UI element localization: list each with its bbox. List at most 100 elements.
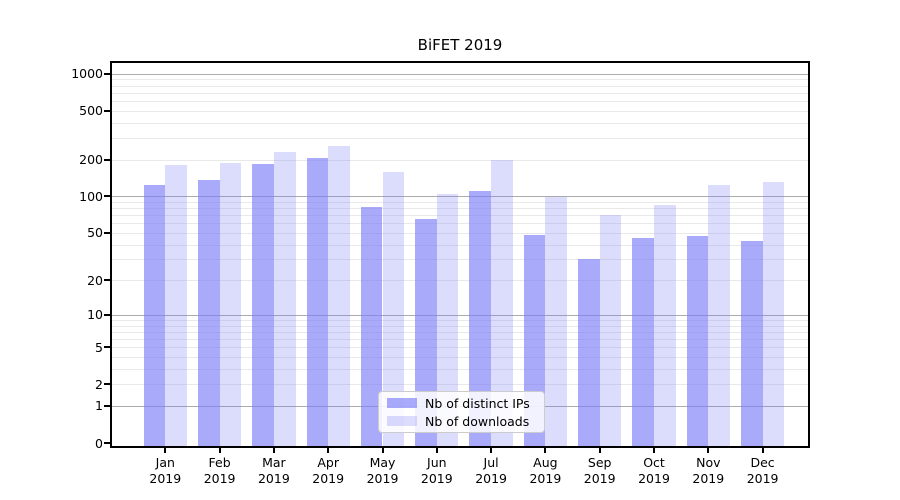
y-tick-label: 5 xyxy=(95,339,103,355)
bar-nb-of-downloads-mar xyxy=(273,151,296,446)
bar-nb-of-downloads-feb xyxy=(219,162,242,446)
legend-swatch-downloads xyxy=(387,416,417,426)
minor-gridline xyxy=(112,223,808,225)
y-tick-mark xyxy=(104,313,110,316)
minor-gridline xyxy=(112,244,808,246)
minor-gridline xyxy=(112,232,808,234)
x-tick-mark xyxy=(327,448,330,453)
x-tick-label: Dec 2019 xyxy=(746,455,779,486)
legend-item-downloads: Nb of downloads xyxy=(387,414,536,429)
bar-nb-of-distinct-ips-feb xyxy=(197,180,220,446)
y-tick-label: 200 xyxy=(79,152,103,167)
y-tick-label: 50 xyxy=(87,225,103,241)
x-tick-label: Apr 2019 xyxy=(312,455,345,486)
x-tick-label: Jul 2019 xyxy=(475,455,507,486)
bar-nb-of-distinct-ips-jan xyxy=(143,184,166,446)
y-tick-label: 100 xyxy=(79,188,103,204)
legend-swatch-distinct-ips xyxy=(387,398,417,408)
bar-nb-of-distinct-ips-jul xyxy=(469,190,492,446)
x-tick-mark xyxy=(707,448,710,453)
y-tick-label: 0 xyxy=(95,435,103,451)
x-tick-label: Oct 2019 xyxy=(638,455,670,486)
minor-gridline xyxy=(112,384,808,386)
minor-gridline xyxy=(112,85,808,87)
minor-gridline xyxy=(112,137,808,139)
y-tick-label: 1000 xyxy=(71,66,103,82)
plot-area xyxy=(110,61,810,448)
y-tick-label: 20 xyxy=(87,272,103,288)
minor-gridline xyxy=(112,280,808,282)
x-tick-mark xyxy=(272,448,275,453)
x-tick-label: Feb 2019 xyxy=(203,455,236,486)
y-tick-mark xyxy=(104,383,110,386)
x-tick-mark xyxy=(435,448,438,453)
y-tick-mark xyxy=(104,404,110,407)
chart-title: BiFET 2019 xyxy=(417,36,503,54)
bar-nb-of-downloads-sep xyxy=(599,215,622,446)
y-tick-mark xyxy=(104,195,110,198)
bar-nb-of-downloads-jan xyxy=(165,164,187,446)
minor-gridline xyxy=(112,331,808,333)
y-tick-label: 1 xyxy=(95,398,103,414)
major-gridline xyxy=(112,314,808,316)
bar-nb-of-distinct-ips-dec xyxy=(740,240,763,446)
x-tick-label: Nov 2019 xyxy=(692,455,725,486)
y-tick-mark xyxy=(104,346,110,349)
x-tick-mark xyxy=(164,448,167,453)
minor-gridline xyxy=(112,339,808,340)
bar-nb-of-distinct-ips-sep xyxy=(578,259,600,446)
minor-gridline xyxy=(112,259,808,261)
x-tick-label: Aug 2019 xyxy=(529,455,562,486)
y-tick-mark xyxy=(104,72,110,75)
bar-nb-of-downloads-oct xyxy=(654,204,676,446)
legend: Nb of distinct IPs Nb of downloads xyxy=(378,391,545,433)
x-tick-mark xyxy=(544,448,547,453)
y-tick-label: 2 xyxy=(95,376,103,392)
major-gridline xyxy=(112,196,808,198)
minor-gridline xyxy=(112,92,808,94)
bar-nb-of-downloads-jul xyxy=(491,160,513,446)
minor-gridline xyxy=(112,159,808,161)
minor-gridline xyxy=(112,347,808,349)
x-tick-mark xyxy=(381,448,384,453)
y-tick-label: 500 xyxy=(79,103,103,119)
y-tick-mark xyxy=(104,158,110,161)
y-tick-label: 10 xyxy=(87,307,103,323)
x-tick-label: Jan 2019 xyxy=(149,455,182,486)
minor-gridline xyxy=(112,208,808,210)
minor-gridline xyxy=(112,122,808,124)
minor-gridline xyxy=(112,368,808,370)
bar-nb-of-distinct-ips-jun xyxy=(415,219,437,446)
bar-nb-of-downloads-may xyxy=(382,172,405,446)
x-tick-mark xyxy=(761,448,764,453)
bar-nb-of-downloads-apr xyxy=(328,145,350,446)
y-tick-mark xyxy=(104,109,110,112)
bar-nb-of-distinct-ips-nov xyxy=(686,236,709,446)
minor-gridline xyxy=(112,357,808,358)
x-tick-label: May 2019 xyxy=(366,455,399,486)
bar-nb-of-distinct-ips-mar xyxy=(252,164,274,446)
bar-nb-of-downloads-nov xyxy=(708,184,730,446)
bar-nb-of-distinct-ips-oct xyxy=(632,238,654,446)
bar-nb-of-downloads-jun xyxy=(436,193,459,446)
bar-nb-of-distinct-ips-may xyxy=(360,206,383,446)
x-tick-mark xyxy=(598,448,601,453)
x-tick-mark xyxy=(218,448,221,453)
minor-gridline xyxy=(112,319,808,321)
minor-gridline xyxy=(112,100,808,102)
x-tick-mark xyxy=(490,448,493,453)
minor-gridline xyxy=(112,79,808,81)
y-tick-mark xyxy=(104,442,110,444)
y-tick-mark xyxy=(104,231,110,234)
x-tick-label: Sep 2019 xyxy=(583,455,616,486)
legend-label-distinct-ips: Nb of distinct IPs xyxy=(425,395,530,411)
minor-gridline xyxy=(112,110,808,112)
legend-label-downloads: Nb of downloads xyxy=(425,413,530,429)
y-tick-mark xyxy=(104,279,110,282)
bar-nb-of-downloads-dec xyxy=(762,181,785,446)
x-tick-mark xyxy=(653,448,655,453)
minor-gridline xyxy=(112,325,808,327)
bar-nb-of-downloads-aug xyxy=(545,196,568,446)
x-tick-label: Mar 2019 xyxy=(257,455,290,486)
